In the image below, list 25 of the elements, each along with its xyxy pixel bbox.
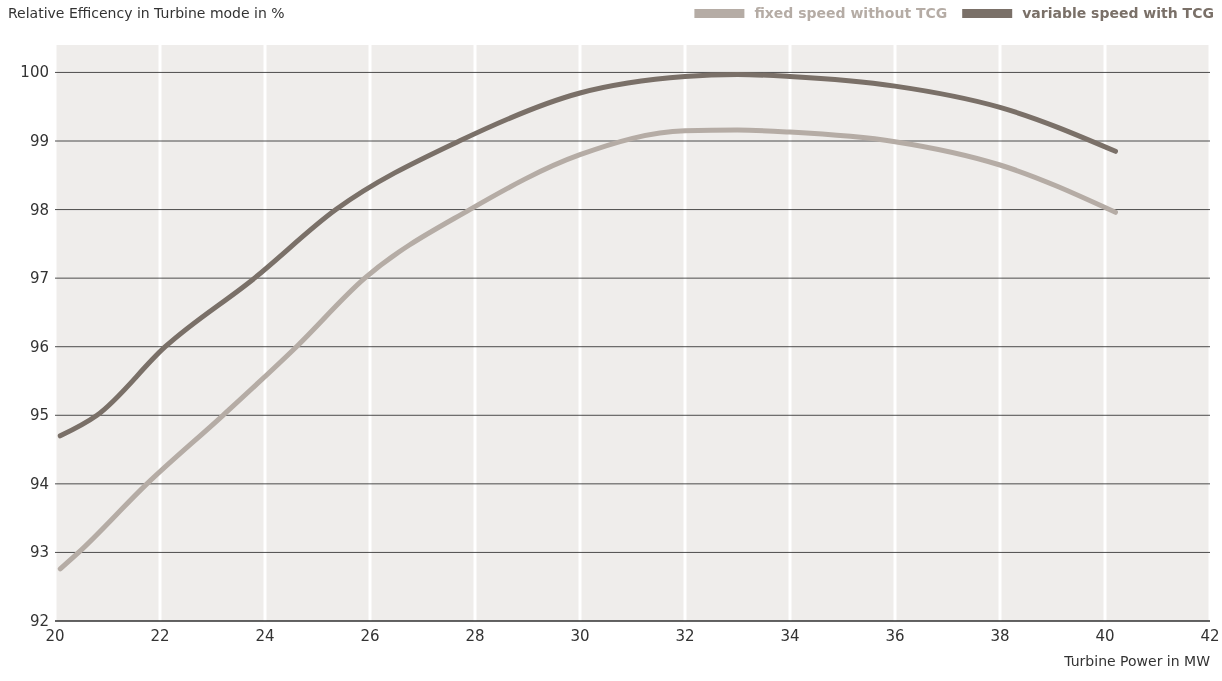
x-tick-label: 28 bbox=[465, 627, 485, 645]
x-tick-label: 34 bbox=[780, 627, 800, 645]
x-tick-label: 24 bbox=[255, 627, 275, 645]
y-tick-label: 96 bbox=[29, 337, 49, 356]
x-tick-label: 36 bbox=[885, 627, 905, 645]
y-tick-label: 93 bbox=[29, 543, 49, 562]
x-tick-label: 26 bbox=[360, 627, 380, 645]
legend-label: fixed speed without TCG bbox=[754, 5, 948, 21]
x-tick-label: 30 bbox=[570, 627, 590, 645]
x-tick-label: 38 bbox=[990, 627, 1010, 645]
legend-label: variable speed with TCG bbox=[1022, 5, 1214, 21]
x-axis-title: Turbine Power in MW bbox=[1063, 653, 1211, 669]
x-tick-label: 40 bbox=[1095, 627, 1115, 645]
y-tick-label: 92 bbox=[29, 612, 49, 630]
x-tick-label: 22 bbox=[150, 627, 170, 645]
x-tick-label: 42 bbox=[1200, 627, 1220, 645]
y-tick-label: 97 bbox=[29, 269, 49, 288]
y-tick-label: 99 bbox=[29, 132, 49, 150]
y-tick-label: 100 bbox=[20, 63, 49, 82]
y-tick-label: 95 bbox=[29, 406, 49, 425]
x-tick-label: 32 bbox=[675, 627, 695, 645]
y-tick-label: 98 bbox=[29, 200, 49, 219]
x-tick-label: 20 bbox=[45, 627, 65, 645]
y-axis-title: Relative Efficency in Turbine mode in % bbox=[8, 5, 285, 21]
y-tick-label: 94 bbox=[29, 474, 49, 493]
